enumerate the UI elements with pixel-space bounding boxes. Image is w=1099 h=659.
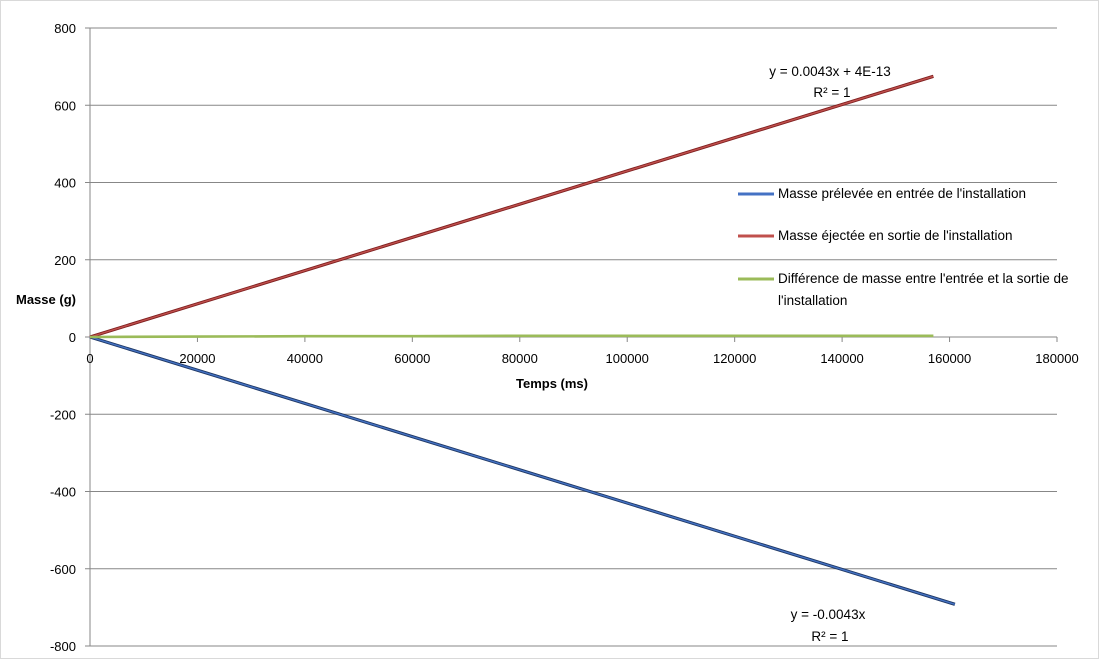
x-tick-label: 80000 (502, 351, 538, 366)
x-tick-label: 20000 (179, 351, 215, 366)
trendline-label-red: y = 0.0043x + 4E-13 R² = 1 (769, 64, 891, 100)
x-tick-label: 120000 (713, 351, 756, 366)
y-tick-label: -800 (50, 639, 76, 654)
trendline-label-blue: y = -0.0043x R² = 1 (791, 607, 866, 644)
y-tick-label: -200 (50, 407, 76, 422)
x-tick-labels: 0 20000 40000 60000 80000 100000 120000 140000 1… (86, 351, 1078, 366)
y-tick-label: 0 (69, 330, 76, 345)
x-tick-label: 160000 (928, 351, 971, 366)
series-lines (89, 74, 956, 606)
x-tick-label: 0 (86, 351, 93, 366)
x-tick-label: 40000 (287, 351, 323, 366)
trendline-equation: y = 0.0043x + 4E-13 (769, 64, 891, 79)
x-tick-label: 100000 (606, 351, 649, 366)
x-tick-label: 180000 (1035, 351, 1078, 366)
y-axis-label: Masse (g) (16, 292, 76, 307)
legend-label: Différence de masse entre l'entrée et la… (778, 271, 1069, 286)
x-tick-label: 60000 (394, 351, 430, 366)
legend-label: l'installation (778, 293, 847, 308)
legend-label: Masse prélevée en entrée de l'installati… (778, 186, 1026, 201)
x-axis-label: Temps (ms) (516, 376, 588, 391)
x-tick-label: 140000 (820, 351, 863, 366)
series-line-blue (89, 336, 956, 605)
series-line-red (89, 75, 934, 338)
trendline-r2: R² = 1 (811, 629, 848, 644)
trendline-r2: R² = 1 (813, 85, 850, 100)
y-tick-label: 200 (54, 253, 76, 268)
y-tick-label: 800 (54, 21, 76, 36)
legend-label: Masse éjectée en sortie de l'installatio… (778, 228, 1012, 243)
legend: Masse prélevée en entrée de l'installati… (738, 186, 1069, 308)
y-tick-label: 400 (54, 176, 76, 191)
y-tick-labels: -800 -600 -400 -200 0 200 400 600 800 (50, 21, 76, 654)
gridlines (90, 27, 1057, 647)
trendline-equation: y = -0.0043x (791, 607, 866, 622)
series-line-green (89, 334, 934, 339)
y-tick-label: -600 (50, 562, 76, 577)
y-tick-label: 600 (54, 98, 76, 113)
y-tick-label: -400 (50, 485, 76, 500)
